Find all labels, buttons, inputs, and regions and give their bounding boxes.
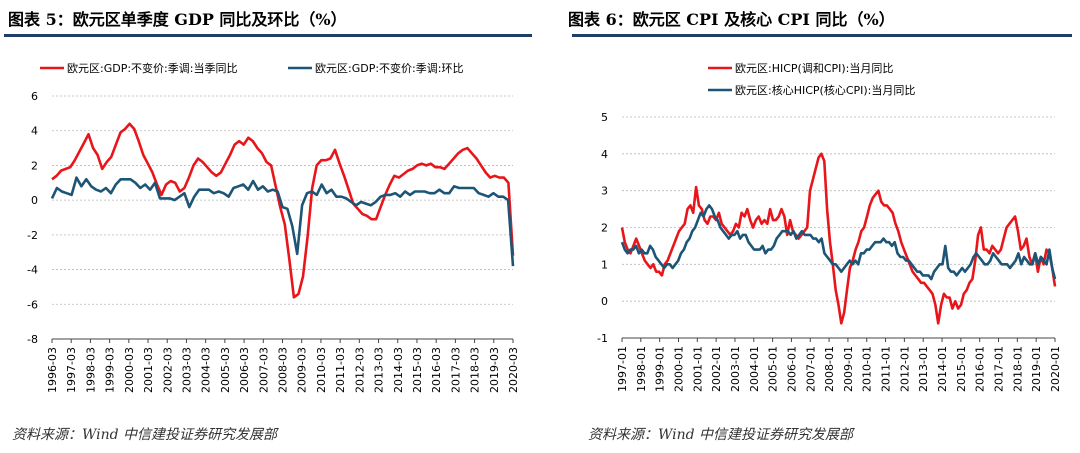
figure-5-source: 资料来源：Wind 中信建投证券研究发展部 (12, 427, 278, 443)
y-tick-label: -2 (27, 229, 38, 242)
x-tick-label: 2016-03 (430, 347, 443, 393)
x-tick-label: 2006-01 (785, 346, 798, 392)
x-tick-label: 2004-01 (748, 346, 761, 392)
x-tick-label: 2015-03 (411, 347, 424, 393)
x-tick-label: 2012-01 (898, 346, 911, 392)
figure-5-title-rule (4, 34, 532, 37)
x-tick-label: 2008-03 (277, 347, 290, 393)
x-tick-label: 2009-03 (296, 347, 309, 393)
x-tick-label: 2003-03 (180, 347, 193, 393)
x-tick-label: 2010-01 (861, 346, 874, 392)
x-tick-label: 2020-01 (1049, 346, 1062, 392)
series-line-secondary (620, 204, 1057, 281)
x-tick-label: 2000-01 (672, 346, 685, 392)
x-tick-label: 2002-01 (710, 346, 723, 392)
x-tick-label: 2008-01 (823, 346, 836, 392)
series-line-primary (620, 152, 1057, 325)
x-tick-label: 2018-03 (469, 347, 482, 393)
y-tick-label: -6 (27, 298, 38, 311)
x-tick-label: 2014-03 (392, 347, 405, 393)
x-tick-label: 2016-01 (974, 346, 987, 392)
x-tick-label: 2005-03 (219, 347, 232, 393)
y-tick-label: 1 (601, 258, 608, 271)
x-tick-label: 2007-03 (257, 347, 270, 393)
x-tick-label: 2003-01 (729, 346, 742, 392)
y-tick-label: 2 (31, 159, 38, 172)
gdp-chart: -8 -6 -4 -2 0 2 4 6 1996-03 1997-03 1998-03 1999-03… (27, 61, 520, 393)
x-tick-label: 2017-01 (993, 346, 1006, 392)
x-tick-label: 2006-03 (238, 347, 251, 393)
y-tick-label: -4 (27, 264, 38, 277)
y-tick-label: 4 (601, 148, 608, 161)
legend-label: 欧元区:HICP(调和CPI):当月同比 (735, 61, 893, 75)
figure-6-title: 图表 6：欧元区 CPI 及核心 CPI 同比（%） (568, 10, 895, 29)
x-tick-label: 2017-03 (449, 347, 462, 393)
figure-6-source: 资料来源：Wind 中信建投证券研究发展部 (588, 427, 854, 443)
x-tick-label: 2007-01 (804, 346, 817, 392)
series-line-secondary (50, 176, 515, 267)
x-tick-label: 2001-01 (691, 346, 704, 392)
x-tick-label: 2009-01 (842, 346, 855, 392)
legend-label: 欧元区:核心HICP(核心CPI):当月同比 (735, 83, 915, 97)
x-tick-label: 2013-01 (917, 346, 930, 392)
x-tick-label: 2011-01 (880, 346, 893, 392)
x-tick-label: 2001-03 (142, 347, 155, 393)
y-tick-label: -1 (597, 332, 608, 345)
x-tick-label: 2015-01 (955, 346, 968, 392)
x-tick-label: 1997-03 (65, 347, 78, 393)
x-tick-label: 1999-03 (104, 347, 117, 393)
figure-6-panel: 图表 6：欧元区 CPI 及核心 CPI 同比（%） -1 0 1 2 3 4 5 1997-… (560, 0, 1080, 453)
cpi-chart: -1 0 1 2 3 4 5 1997-01 1998-01 1999-01 2000-01 2001… (597, 61, 1062, 392)
legend-label: 欧元区:GDP:不变价:季调:环比 (315, 61, 463, 75)
x-tick-label: 2011-03 (334, 347, 347, 393)
y-tick-label: 4 (31, 125, 38, 138)
y-tick-label: 0 (601, 295, 608, 308)
x-tick-label: 1999-01 (654, 346, 667, 392)
y-tick-label: 3 (601, 185, 608, 198)
x-tick-label: 2002-03 (161, 347, 174, 393)
y-tick-label: 0 (31, 194, 38, 207)
figure-5-title: 图表 5：欧元区单季度 GDP 同比及环比（%） (8, 10, 347, 29)
x-tick-label: 2019-03 (488, 347, 501, 393)
x-tick-label: 2013-03 (373, 347, 386, 393)
series-line-primary (51, 122, 515, 299)
legend-label: 欧元区:GDP:不变价:季调:当季同比 (67, 61, 237, 75)
x-tick-label: 1998-03 (84, 347, 97, 393)
x-tick-label: 1998-01 (635, 346, 648, 392)
y-tick-label: -8 (27, 333, 38, 346)
y-tick-label: 2 (601, 222, 608, 235)
x-tick-label: 2018-01 (1011, 346, 1024, 392)
x-tick-label: 2019-01 (1030, 346, 1043, 392)
x-tick-label: 2010-03 (315, 347, 328, 393)
x-tick-label: 2000-03 (123, 347, 136, 393)
x-tick-label: 1997-01 (616, 346, 629, 392)
x-tick-label: 1996-03 (46, 347, 59, 393)
x-tick-label: 2012-03 (353, 347, 366, 393)
x-tick-label: 2014-01 (936, 346, 949, 392)
figure-5-panel: 图表 5：欧元区单季度 GDP 同比及环比（%） -8 -6 -4 -2 0 2 4 6 199… (4, 10, 532, 443)
x-tick-label: 2005-01 (767, 346, 780, 392)
figure-6-title-rule (572, 34, 1072, 37)
y-tick-label: 6 (31, 90, 38, 103)
x-tick-label: 2020-03 (507, 347, 520, 393)
x-tick-label: 2004-03 (200, 347, 213, 393)
y-tick-label: 5 (601, 111, 608, 124)
